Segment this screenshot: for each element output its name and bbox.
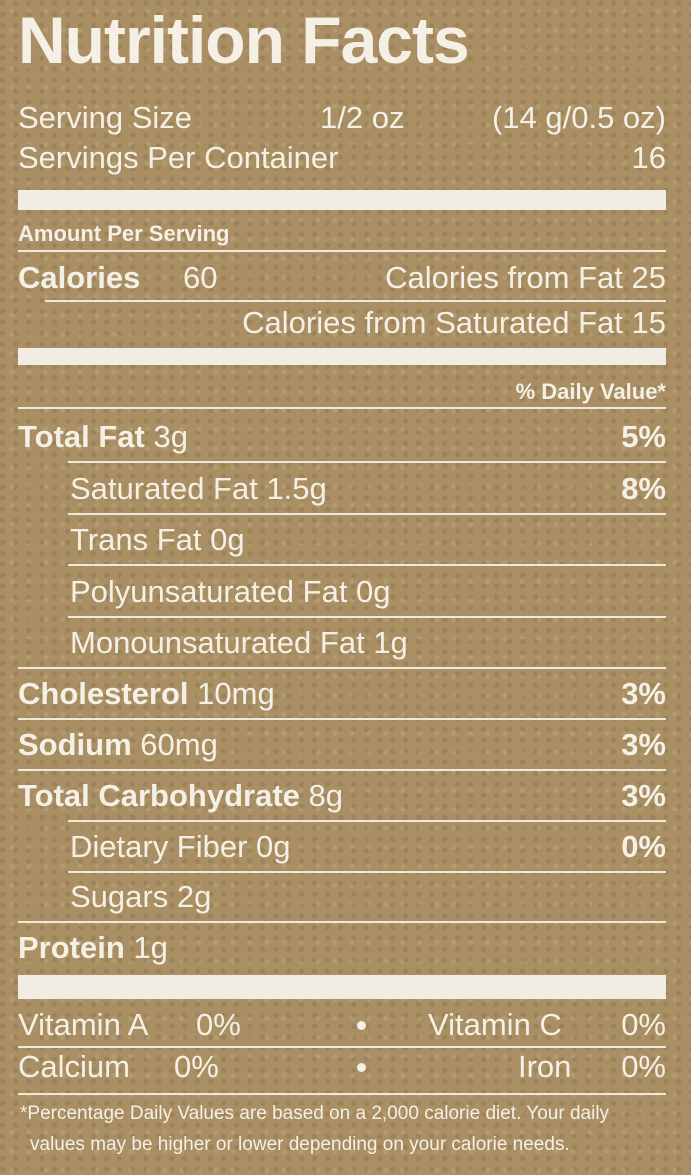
footnote: *Percentage Daily Values are based on a … (20, 1098, 666, 1160)
thick-divider (18, 190, 666, 210)
calories-sat-fat-row: Calories from Saturated Fat 15 (18, 303, 666, 343)
vitamin-row: Vitamin A 0% Vitamin C 0% (18, 1005, 666, 1045)
bullet-icon (357, 1063, 366, 1072)
label-title: Nutrition Facts (18, 3, 470, 77)
calories-from-fat: Calories from Fat 25 (385, 260, 666, 295)
divider (45, 300, 666, 302)
divider (68, 461, 666, 463)
divider (18, 667, 666, 669)
nutrient-row: Cholesterol 10mg 3% (18, 674, 666, 714)
divider (18, 921, 666, 923)
nutrient-name: Monounsaturated Fat 1g (70, 625, 408, 660)
nutrient-name: Sugars 2g (70, 879, 212, 914)
calcium-label: Calcium (18, 1049, 130, 1084)
daily-value-header: % Daily Value* (515, 379, 666, 404)
nutrient-name: Cholesterol (18, 676, 189, 711)
nutrient-row: Trans Fat 0g (70, 520, 666, 560)
nutrient-name: Total Carbohydrate (18, 778, 300, 813)
nutrient-row: Dietary Fiber 0g 0% (70, 827, 666, 867)
nutrient-daily-value: 3% (621, 778, 666, 813)
servings-label: Servings Per Container (18, 140, 339, 175)
divider (68, 513, 666, 515)
vitamin-a-value: 0% (196, 1007, 241, 1042)
thick-divider (18, 348, 666, 365)
daily-value-header-row: % Daily Value* (18, 372, 666, 412)
divider (68, 564, 666, 566)
calories-from-sat-fat: Calories from Saturated Fat 15 (242, 305, 666, 340)
nutrient-daily-value: 0% (621, 829, 666, 864)
nutrient-name: Protein (18, 930, 125, 965)
nutrient-name: Sodium (18, 727, 132, 762)
divider (18, 769, 666, 771)
divider (18, 250, 666, 252)
amount-per-serving: Amount Per Serving (18, 221, 230, 246)
servings-value: 16 (631, 140, 666, 175)
servings-per-container-row: Servings Per Container 16 (18, 138, 666, 178)
divider (68, 616, 666, 618)
nutrient-name: Saturated Fat 1.5g (70, 471, 327, 506)
iron-label: Iron (518, 1049, 572, 1084)
divider (18, 407, 666, 409)
footnote-line: *Percentage Daily Values are based on a … (20, 1103, 610, 1124)
thick-divider (18, 975, 666, 999)
nutrient-row: Sodium 60mg 3% (18, 725, 666, 765)
nutrient-amount: 3g (153, 419, 188, 454)
footnote-line: values may be higher or lower depending … (30, 1134, 570, 1155)
calories-row: Calories 60 Calories from Fat 25 (18, 258, 666, 298)
vitamin-a-label: Vitamin A (18, 1007, 149, 1042)
calories-label: Calories (18, 260, 141, 295)
nutrient-row: Polyunsaturated Fat 0g (70, 572, 666, 612)
nutrient-row: Protein 1g (18, 928, 666, 968)
nutrient-amount: 10mg (197, 676, 275, 711)
nutrient-daily-value: 3% (621, 676, 666, 711)
nutrient-name: Total Fat (18, 419, 145, 454)
nutrient-amount: 8g (308, 778, 344, 813)
divider (68, 871, 666, 873)
nutrient-name: Dietary Fiber 0g (70, 829, 291, 864)
nutrient-name: Polyunsaturated Fat 0g (70, 574, 391, 609)
nutrient-row: Saturated Fat 1.5g 8% (70, 469, 666, 509)
nutrient-row: Monounsaturated Fat 1g (70, 623, 666, 663)
divider (18, 718, 666, 720)
vitamin-c-value: 0% (621, 1007, 666, 1042)
bullet-icon (357, 1021, 366, 1030)
nutrient-amount: 1g (133, 930, 168, 965)
nutrient-daily-value: 3% (621, 727, 666, 762)
calcium-value: 0% (174, 1049, 219, 1084)
nutrient-daily-value: 8% (621, 471, 666, 506)
divider (18, 1046, 666, 1048)
serving-size-label: Serving Size (18, 100, 193, 135)
iron-value: 0% (621, 1049, 666, 1084)
nutrient-row: Total Fat 3g 5% (18, 417, 666, 457)
serving-size-amount: 1/2 oz (320, 100, 405, 135)
nutrient-amount: 60mg (140, 727, 218, 762)
nutrient-daily-value: 5% (621, 419, 666, 454)
nutrient-name: Trans Fat 0g (70, 522, 245, 557)
serving-size-row: Serving Size 1/2 oz (14 g/0.5 oz) (18, 98, 666, 138)
nutrient-row: Sugars 2g (70, 877, 666, 917)
vitamin-c-label: Vitamin C (428, 1007, 562, 1042)
nutrient-row: Total Carbohydrate 8g 3% (18, 776, 666, 816)
divider (68, 820, 666, 822)
divider (18, 1093, 666, 1095)
mineral-row: Calcium 0% Iron 0% (18, 1047, 666, 1087)
serving-size-metric: (14 g/0.5 oz) (491, 100, 666, 135)
calories-value: 60 (183, 260, 218, 295)
